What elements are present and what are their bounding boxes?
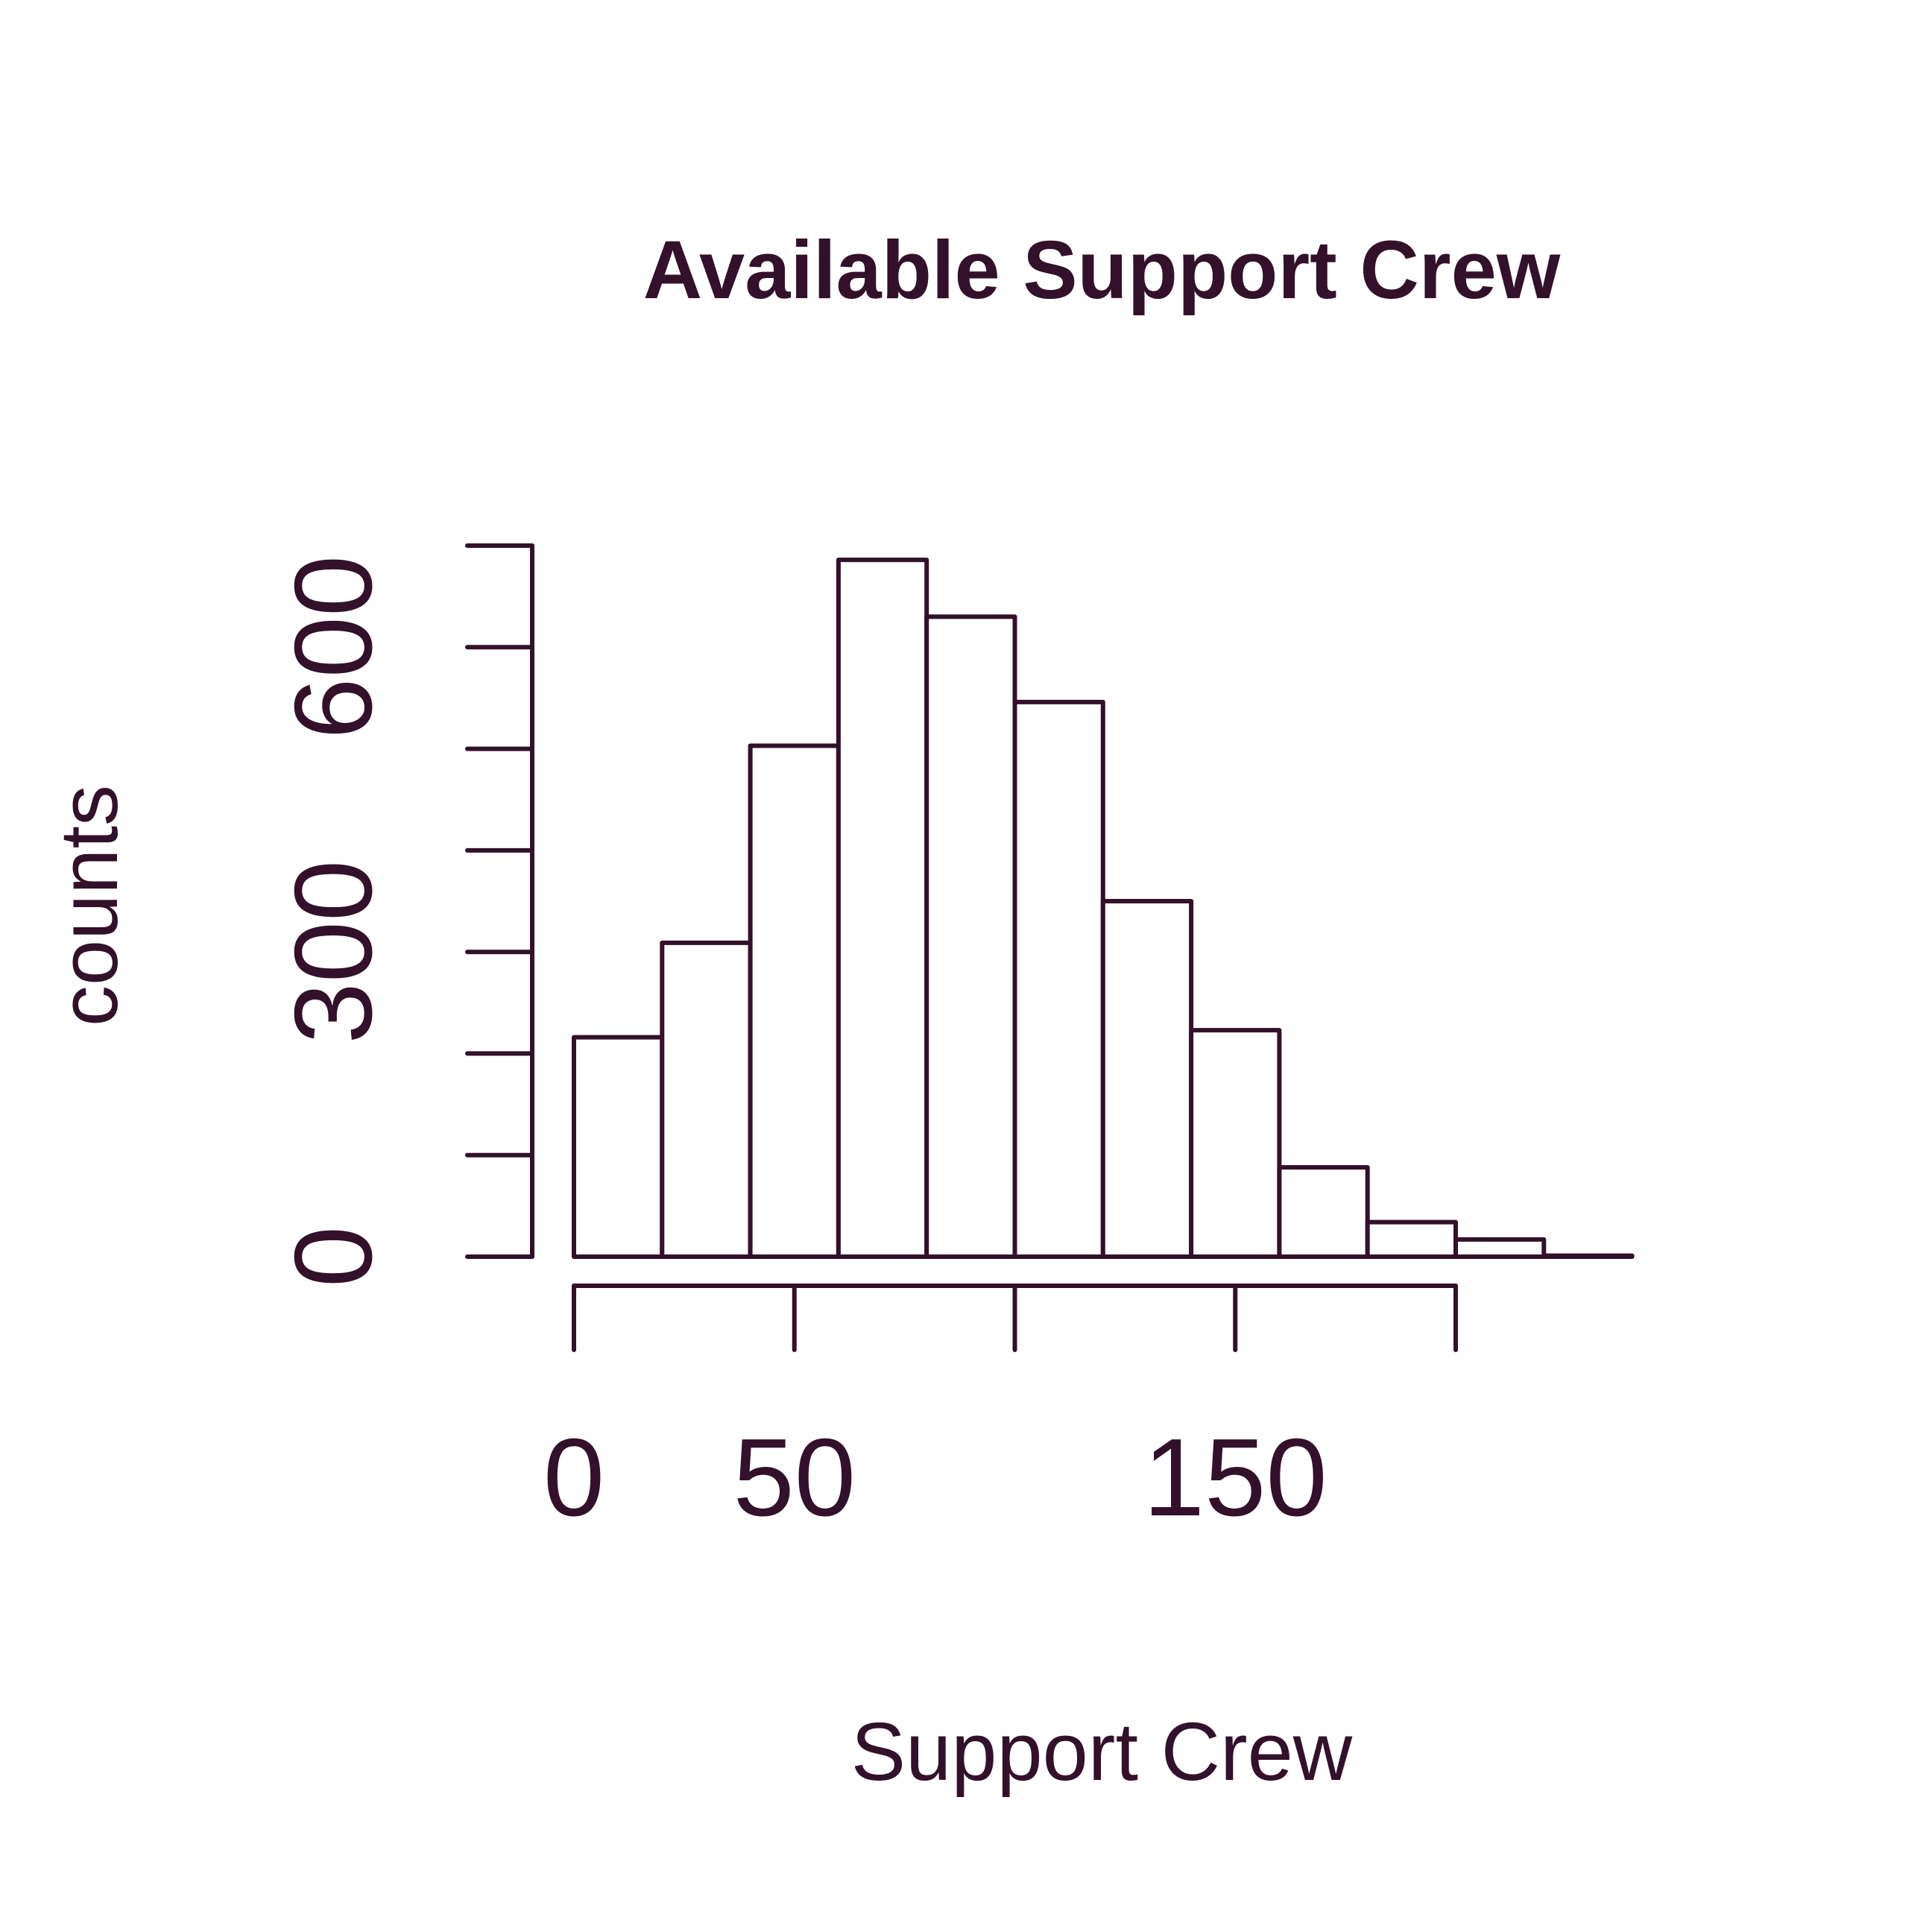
x-axis-label: Support Crew: [851, 1706, 1353, 1798]
histogram-bar: [1541, 1253, 1635, 1259]
histogram-bar: [1189, 1028, 1282, 1260]
histogram-bar: [924, 614, 1017, 1259]
x-axis-tick-label: 0: [543, 1416, 604, 1539]
x-axis-tick-label: 150: [1143, 1416, 1328, 1539]
y-axis-label: counts: [43, 785, 135, 1026]
x-axis-tick-label: 50: [733, 1416, 856, 1539]
y-axis-tick-label: 600: [272, 555, 395, 739]
y-axis-tick-label: 300: [272, 860, 395, 1044]
histogram-bar: [1453, 1237, 1547, 1259]
x-axis: 0 50 150: [543, 1284, 1458, 1539]
histogram-bar: [1012, 699, 1105, 1259]
histogram-bar: [1277, 1165, 1370, 1260]
histogram-bar: [748, 743, 841, 1259]
y-axis: 0 300 600: [272, 543, 534, 1287]
histogram-bars: [572, 558, 1635, 1260]
histogram-bar: [572, 1035, 665, 1259]
histogram-bar: [836, 558, 929, 1259]
histogram-bar: [660, 940, 753, 1260]
chart-title: Available Support Crew: [643, 224, 1561, 316]
histogram-bar: [1365, 1219, 1458, 1259]
y-axis-tick-label: 0: [272, 1226, 395, 1287]
histogram-bar: [1100, 899, 1194, 1259]
